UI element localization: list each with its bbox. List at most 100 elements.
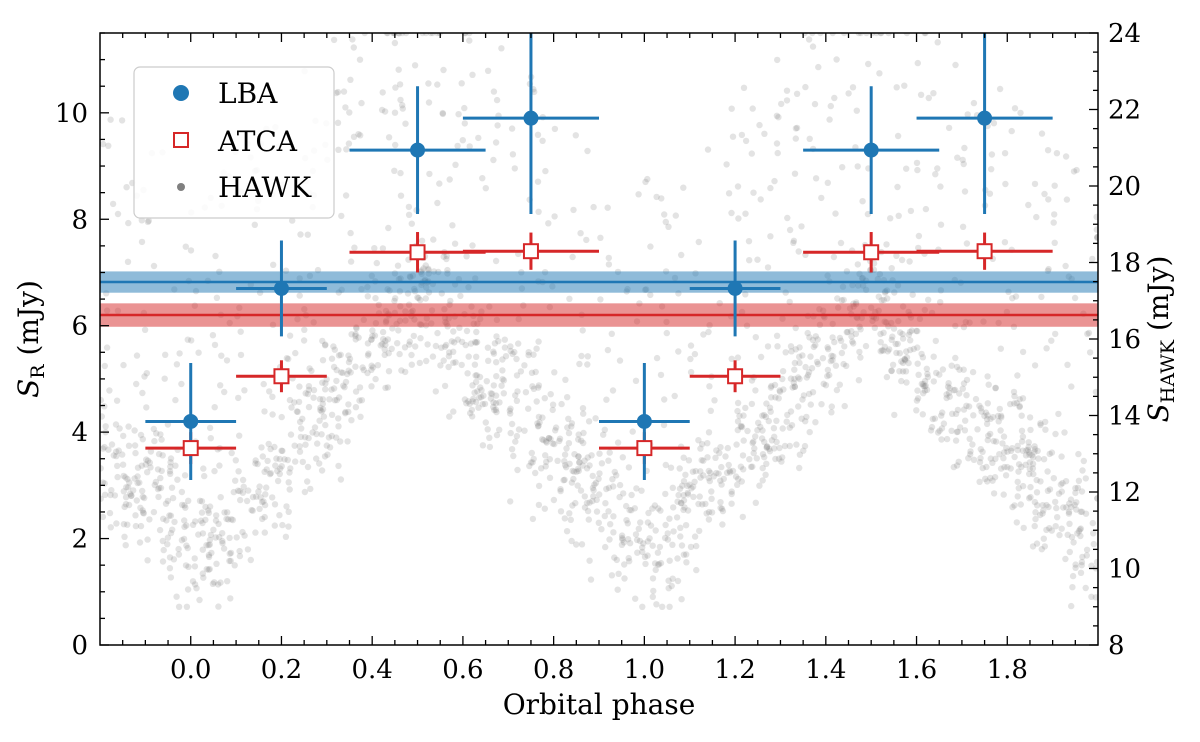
hawk-point (439, 109, 446, 117)
hawk-point (806, 390, 813, 398)
hawk-point (1000, 491, 1007, 498)
hawk-point (469, 382, 476, 389)
hawk-point (492, 400, 500, 407)
hawk-point (699, 441, 706, 448)
hawk-point (752, 387, 759, 394)
hawk-point (960, 366, 967, 373)
hawk-point (1077, 508, 1084, 515)
hawk-point (1063, 504, 1070, 511)
hawk-point (689, 468, 697, 475)
hawk-point (647, 291, 654, 299)
hawk-point (525, 351, 532, 359)
hawk-point (883, 373, 891, 381)
hawk-point (167, 463, 174, 470)
hawk-point (877, 33, 884, 37)
hawk-point (761, 438, 768, 446)
hawk-point (389, 325, 396, 332)
hawk-point (925, 296, 932, 303)
hawk-point (695, 500, 702, 508)
hawk-point (1028, 452, 1036, 459)
hawk-point (668, 582, 675, 590)
hawk-point (1056, 531, 1063, 539)
hawk-point (493, 431, 501, 439)
hawk-point (417, 296, 424, 304)
hawk-point (131, 427, 138, 434)
hawk-scatter (100, 33, 1098, 610)
y-axis-label-unit: (mJy) (12, 280, 45, 364)
hawk-point (767, 233, 774, 240)
hawk-point (836, 334, 844, 342)
hawk-point (738, 131, 746, 139)
hawk-point (419, 33, 426, 37)
lba-point (523, 110, 539, 126)
hawk-point (178, 537, 186, 544)
hawk-point (492, 139, 500, 146)
hawk-point (323, 442, 330, 449)
hawk-point (551, 369, 558, 376)
hawk-point (806, 135, 813, 142)
hawk-point (834, 295, 841, 302)
y2-tick-label: 22 (1108, 96, 1141, 126)
hawk-point (392, 295, 399, 302)
hawk-point (150, 508, 158, 516)
hawk-point (734, 407, 741, 415)
hawk-point (365, 350, 372, 357)
hawk-point (166, 565, 174, 572)
hawk-point (740, 437, 747, 444)
hawk-point (1033, 540, 1041, 547)
hawk-point (107, 491, 114, 499)
hawk-point (796, 344, 803, 351)
hawk-point (840, 296, 847, 304)
hawk-point (139, 389, 146, 397)
hawk-point (206, 424, 214, 432)
hawk-point (279, 521, 286, 529)
hawk-point (514, 388, 521, 395)
hawk-point (397, 192, 405, 199)
hawk-point (809, 389, 817, 396)
hawk-point (569, 502, 576, 509)
hawk-point (669, 484, 676, 491)
hawk-point (232, 477, 239, 484)
hawk-point (209, 332, 217, 339)
hawk-point (209, 580, 217, 587)
hawk-point (463, 327, 471, 335)
hawk-point (397, 96, 404, 104)
hawk-point (893, 84, 900, 91)
hawk-point (269, 393, 276, 400)
hawk-point (175, 603, 183, 610)
hawk-point (621, 561, 628, 568)
hawk-point (236, 432, 243, 439)
hawk-point (101, 443, 108, 451)
hawk-point (1093, 213, 1098, 221)
hawk-point (369, 327, 376, 334)
hawk-point (101, 403, 108, 410)
hawk-point (167, 455, 175, 462)
hawk-point (257, 494, 264, 501)
hawk-point (191, 563, 199, 570)
hawk-point (558, 400, 565, 408)
hawk-point (269, 411, 276, 418)
hawk-point (1068, 533, 1076, 541)
hawk-point (934, 39, 941, 46)
hawk-point (330, 343, 337, 350)
hawk-point (832, 210, 839, 217)
hawk-point (291, 442, 298, 449)
hawk-point (948, 427, 955, 434)
hawk-point (697, 474, 704, 481)
hawk-point (906, 258, 913, 265)
hawk-point (963, 392, 970, 399)
hawk-point (335, 352, 343, 359)
hawk-point (357, 132, 364, 139)
hawk-point (729, 467, 737, 475)
hawk-point (773, 438, 780, 446)
hawk-point (749, 463, 756, 470)
hawk-point (921, 377, 929, 385)
hawk-point (425, 99, 433, 106)
hawk-point (787, 408, 795, 415)
x-tick-label: 0.2 (261, 655, 302, 685)
hawk-point (470, 395, 477, 402)
hawk-point (546, 474, 554, 481)
hawk-point (878, 297, 885, 304)
hawk-point (494, 122, 501, 129)
hawk-point (716, 449, 723, 457)
